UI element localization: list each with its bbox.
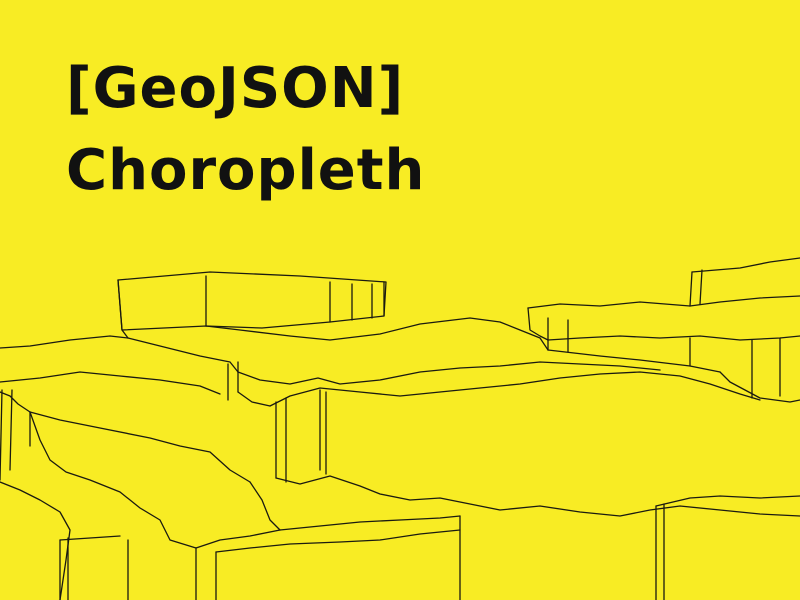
region-block-front — [59, 495, 800, 600]
title-line-choropleth: Choropleth — [66, 138, 426, 203]
region-block-center — [249, 371, 800, 531]
region-block-middle — [127, 317, 661, 407]
poster-title: [GeoJSON] Choropleth — [66, 48, 425, 212]
title-line-geojson: [GeoJSON] — [66, 56, 405, 121]
region-block-back-left — [117, 271, 387, 339]
region-block-left — [0, 335, 251, 600]
region-block-back-right — [527, 257, 800, 403]
